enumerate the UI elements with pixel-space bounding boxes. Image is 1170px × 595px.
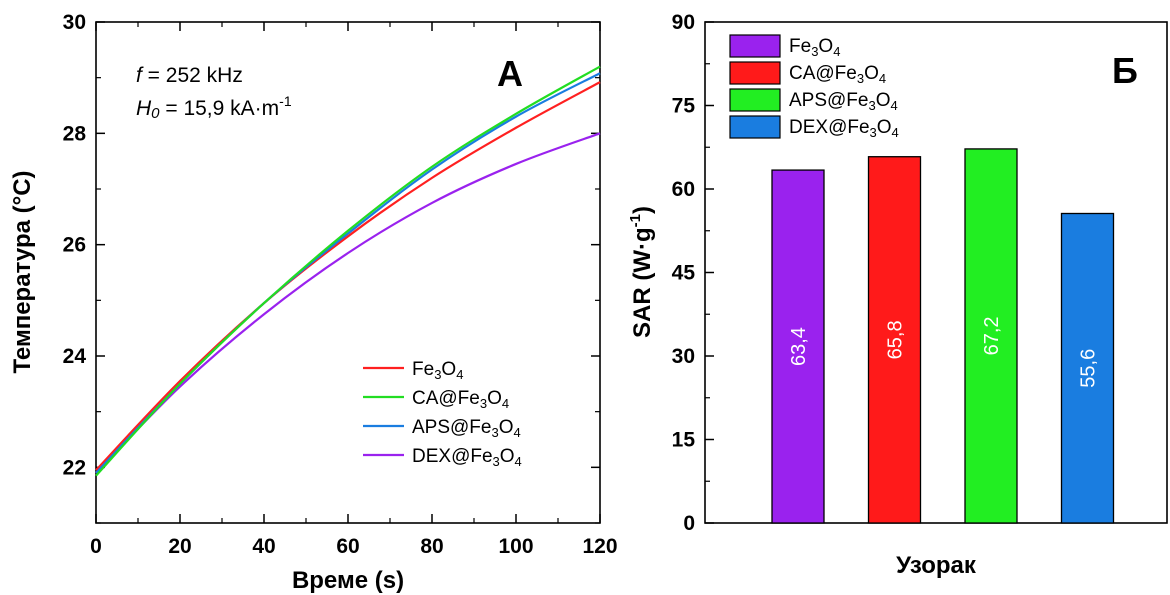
x-axis-label-a: Време (s): [292, 567, 404, 594]
legend-a: Fe3O4 CA@Fe3O4 APS@Fe3O4 DEX@Fe3O4: [363, 359, 522, 469]
freq-value: = 252 kHz: [142, 64, 243, 87]
panel-label-a: A: [497, 53, 523, 94]
bar: [771, 169, 825, 524]
legend-swatch-b: [729, 61, 781, 85]
legend-swatch-b: [729, 88, 781, 112]
y-axis-label-b-main: SAR (W·g: [629, 227, 656, 338]
bar: [867, 156, 922, 524]
field-subscript: 0: [151, 105, 160, 122]
y-tick-label-b: 15: [672, 429, 696, 452]
sar-bar-chart: 0 15 30 45 60 75 90 63,4 65,8 67,2 55,6 Б Fe3O4 CA…: [627, 11, 1168, 579]
x-tick-label-a: 60: [336, 535, 359, 558]
bar-value-label: 55,6: [1078, 349, 1100, 388]
series-line-0: [95, 81, 601, 471]
field-symbol: H: [136, 97, 152, 120]
y-tick-label-a: 26: [63, 234, 86, 257]
bar-value-label: 65,8: [885, 320, 907, 359]
x-tick-label-a: 120: [582, 535, 617, 558]
field-exponent: -1: [279, 93, 292, 109]
y-tick-label-b: 60: [672, 178, 695, 201]
x-tick-label-a: 20: [168, 535, 191, 558]
frequency-annotation: f = 252 kHz: [136, 64, 243, 87]
field-annotation: H0 = 15,9 kA·m-1: [136, 93, 292, 122]
legend-label-a: CA@Fe3O4: [412, 388, 509, 411]
y-axis-label-a: Температура (°C): [9, 170, 36, 373]
legend-label-b: DEX@Fe3O4: [789, 117, 899, 140]
y-tick-label-b: 90: [672, 11, 695, 34]
bar: [964, 148, 1018, 524]
y-tick-label-b: 0: [683, 512, 695, 535]
legend-label-b: APS@Fe3O4: [789, 90, 898, 113]
legend-swatch-b: [729, 115, 781, 139]
freq-symbol: f: [136, 64, 144, 87]
legend-b: Fe3O4 CA@Fe3O4 APS@Fe3O4 DEX@Fe3O4: [729, 34, 899, 140]
legend-label-b: Fe3O4: [789, 36, 840, 59]
y-tick-label-a: 30: [63, 11, 86, 34]
y-axis-label-b-close: ): [629, 206, 656, 214]
y-tick-label-b: 75: [672, 95, 696, 118]
x-tick-label-a: 80: [420, 535, 443, 558]
field-value: = 15,9 kA·m: [160, 97, 280, 120]
series-line-2: [95, 72, 601, 474]
line-series-group: [95, 65, 601, 477]
bar: [1060, 212, 1115, 524]
y-tick-label-a: 22: [63, 456, 86, 479]
series-line-1: [95, 65, 601, 477]
legend-label-a: DEX@Fe3O4: [412, 446, 522, 469]
x-axis-label-b: Узорак: [896, 552, 977, 579]
bar-value-label: 63,4: [788, 327, 810, 366]
x-tick-label-a: 0: [90, 535, 102, 558]
bar-group: 63,4 65,8 67,2 55,6: [771, 148, 1115, 524]
y-tick-label-a: 28: [63, 122, 87, 145]
legend-label-a: APS@Fe3O4: [412, 417, 521, 440]
legend-label-b: CA@Fe3O4: [789, 63, 886, 86]
y-axis-label-b: SAR (W·g-1): [627, 206, 656, 338]
x-tick-label-a: 40: [252, 535, 275, 558]
series-line-3: [95, 132, 601, 474]
y-tick-label-b: 45: [672, 262, 696, 285]
y-axis-label-b-exponent: -1: [627, 214, 644, 227]
y-tick-label-b: 30: [672, 345, 695, 368]
panel-label-b: Б: [1112, 50, 1138, 91]
x-tick-label-a: 100: [498, 535, 533, 558]
bar-value-label: 67,2: [981, 316, 1003, 355]
legend-swatch-b: [729, 34, 781, 58]
legend-label-a: Fe3O4: [412, 359, 463, 382]
y-tick-label-a: 24: [63, 345, 87, 368]
